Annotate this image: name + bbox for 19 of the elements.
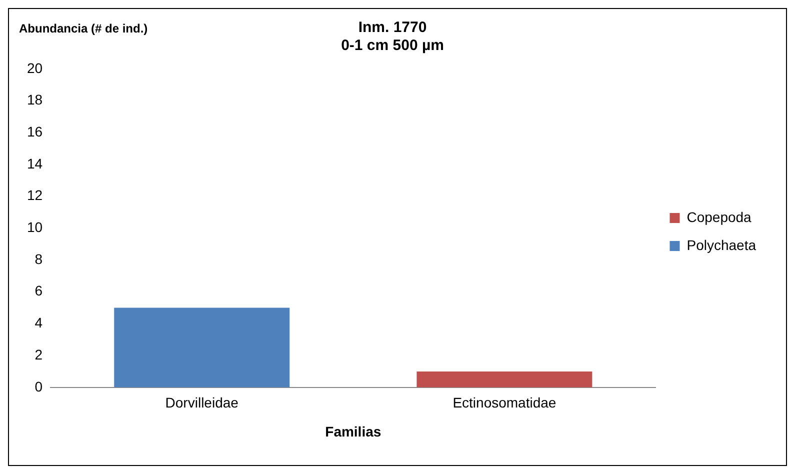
- y-tick-label: 10: [26, 219, 43, 236]
- text: 0-1 cm 500 µm: [341, 37, 444, 54]
- x-tick-label: Dorvilleidae: [165, 394, 239, 411]
- legend-label: Copepoda: [686, 208, 752, 225]
- y-tick-label: 12: [26, 187, 43, 204]
- y-tick-label: 18: [26, 92, 43, 108]
- legend-label: Polychaeta: [686, 236, 756, 253]
- y-tick-label: 6: [34, 282, 43, 299]
- y-tick-label: 8: [34, 250, 43, 267]
- y-tick-label: 20: [26, 60, 43, 76]
- y-tick-label: 4: [34, 314, 43, 331]
- y-tick-label: 2: [34, 346, 43, 362]
- y-tick-label: 14: [26, 155, 43, 172]
- y-tick-label: 0: [34, 378, 43, 394]
- x-axis-title: Familias: [325, 423, 382, 440]
- y-tick-label: 16: [26, 124, 43, 140]
- text: Inm. 1770: [358, 19, 427, 36]
- y-axis-title: Abundancia (# de ind.): [19, 21, 148, 36]
- x-tick-label: Ectinosomatidae: [452, 394, 556, 411]
